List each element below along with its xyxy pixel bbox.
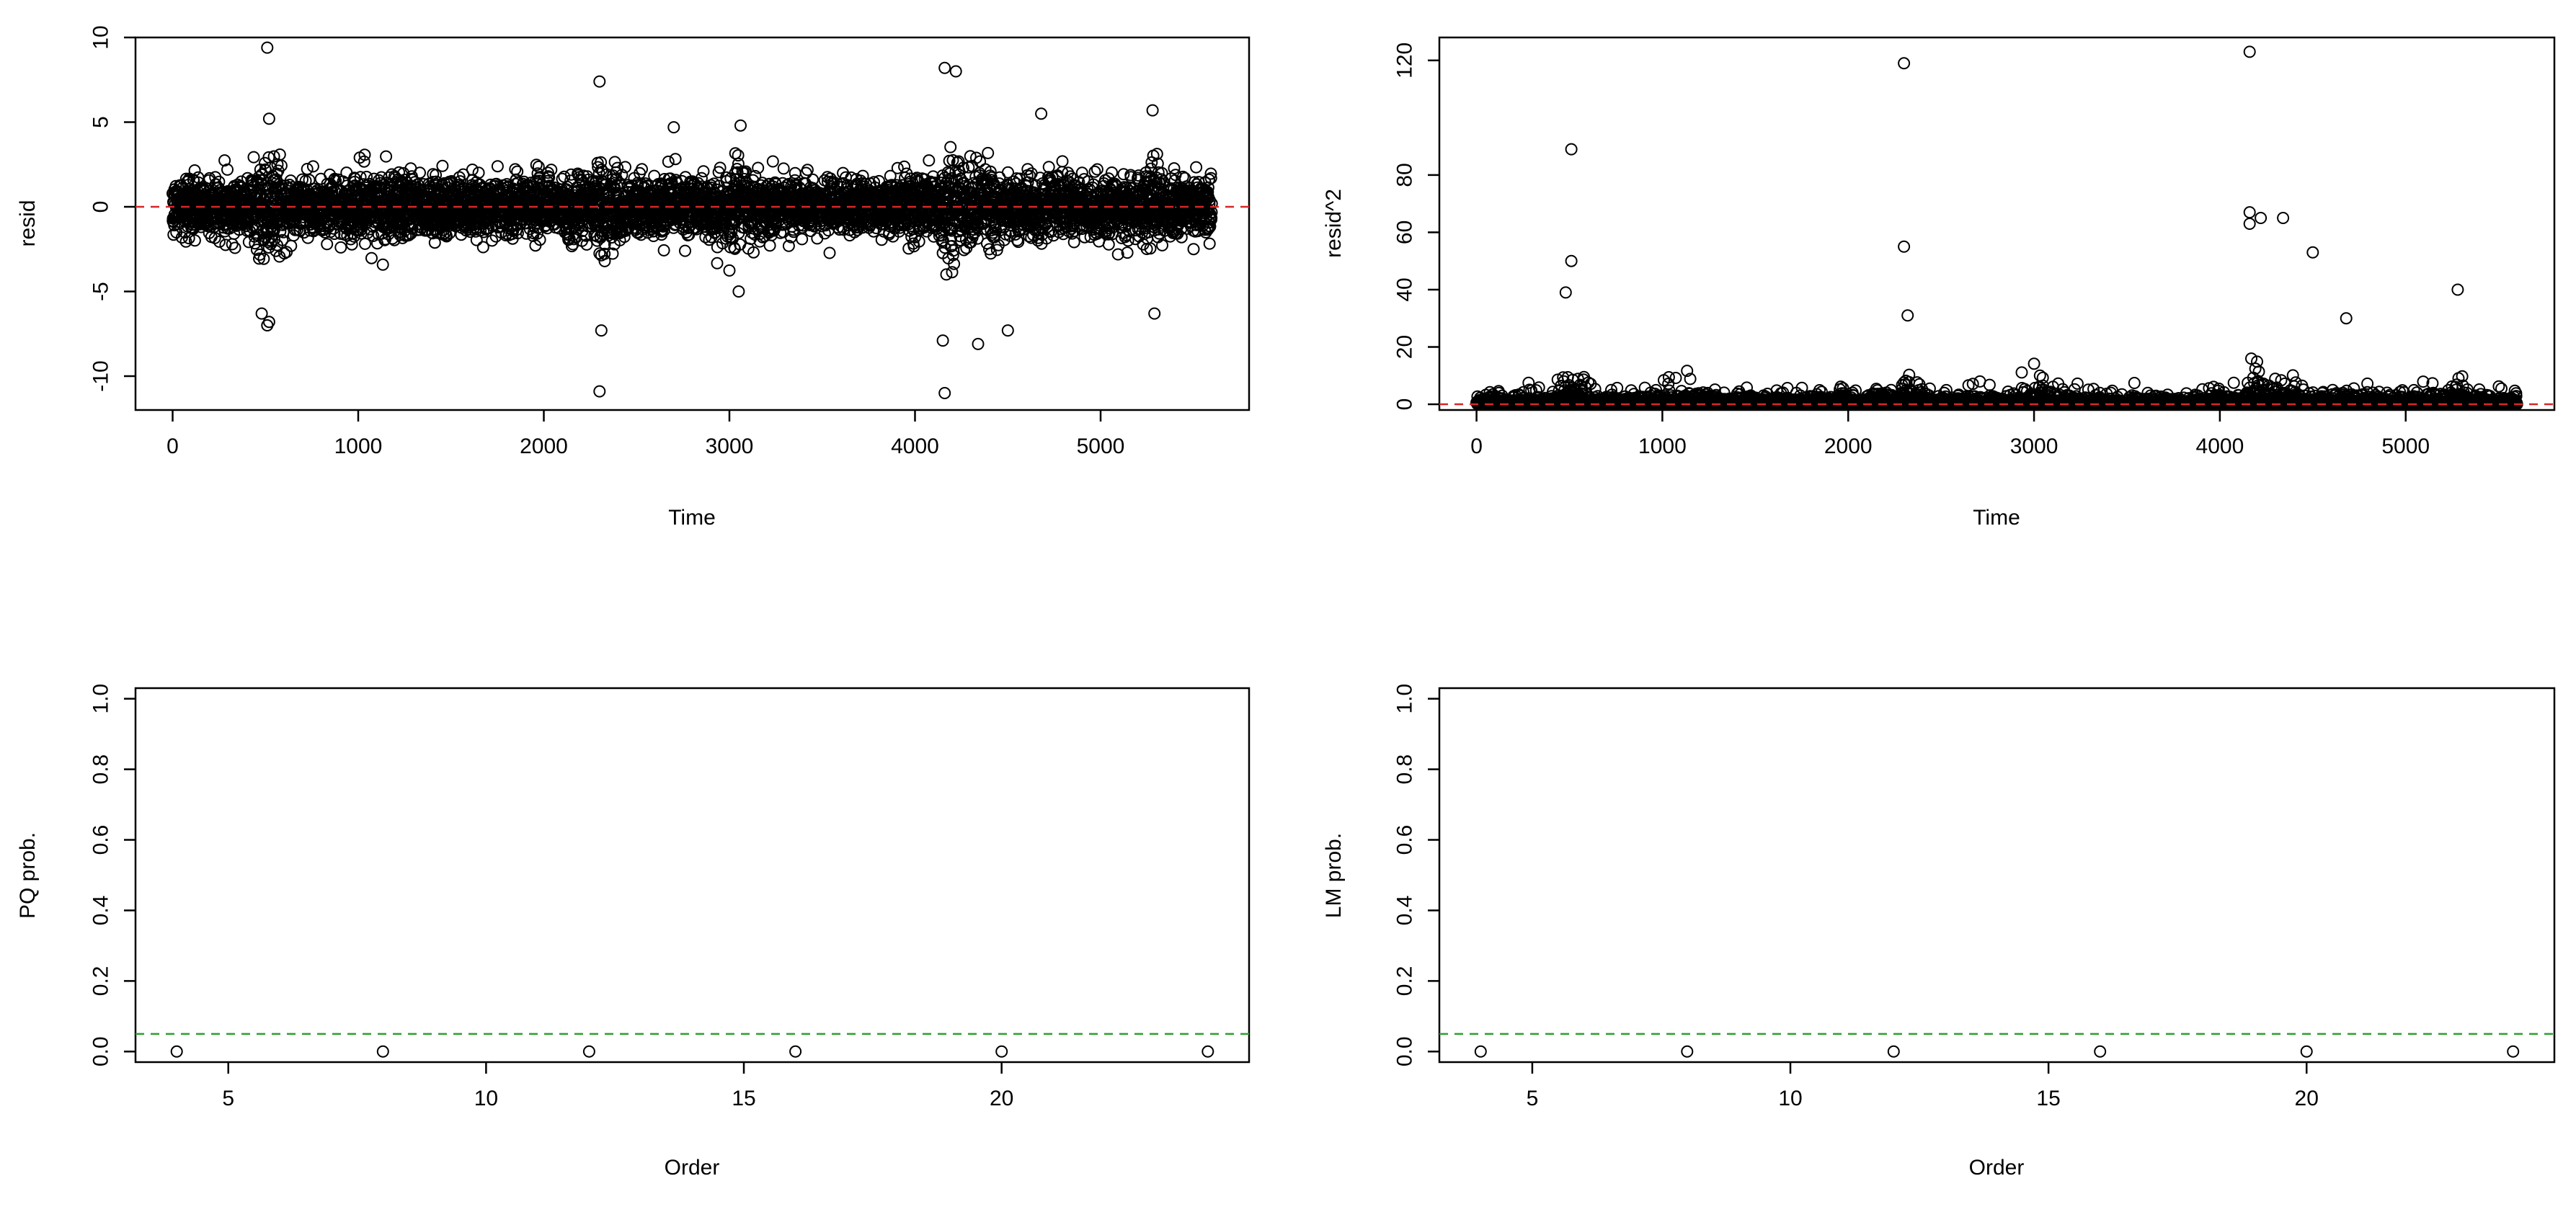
data-point — [278, 247, 290, 260]
data-point — [789, 166, 801, 179]
data-point — [545, 164, 558, 177]
data-point — [657, 244, 670, 257]
data-point — [273, 148, 286, 161]
plot-frame — [134, 36, 1251, 411]
data-point — [491, 160, 504, 173]
data-point — [766, 155, 779, 168]
data-point — [558, 170, 571, 183]
data-point — [466, 164, 479, 176]
data-point — [188, 164, 201, 177]
data-point — [711, 257, 724, 269]
data-point — [472, 166, 485, 179]
data-point — [898, 160, 911, 173]
data-point — [1056, 155, 1069, 168]
data-point — [697, 165, 710, 178]
data-point — [257, 252, 270, 265]
data-point — [306, 160, 319, 173]
data-point — [321, 238, 334, 251]
data-point — [636, 163, 648, 176]
data-point — [228, 241, 241, 254]
data-point — [280, 246, 293, 259]
data-point — [679, 244, 691, 257]
data-point — [944, 141, 957, 153]
data-point — [276, 233, 289, 246]
data-point — [267, 150, 280, 163]
data-point — [380, 150, 393, 163]
data-point — [188, 234, 201, 247]
data-point — [169, 179, 182, 192]
data-point — [247, 151, 260, 164]
data-point — [258, 179, 271, 192]
data-point — [334, 241, 347, 254]
data-point — [669, 153, 682, 166]
data-point — [179, 235, 192, 248]
data-point — [268, 233, 281, 246]
data-points — [166, 41, 1218, 399]
data-point — [777, 162, 790, 175]
data-point — [365, 251, 378, 264]
data-point — [811, 232, 824, 245]
data-point — [662, 155, 675, 168]
data-point — [1091, 163, 1103, 176]
data-point — [796, 233, 809, 246]
data-point — [723, 264, 736, 277]
data-point — [436, 159, 449, 172]
data-point — [284, 174, 297, 187]
data-point — [213, 235, 226, 248]
data-point — [982, 146, 995, 159]
data-point — [823, 246, 836, 259]
data-point — [1042, 161, 1055, 174]
data-point — [923, 154, 936, 167]
data-point — [221, 163, 234, 176]
data-point — [226, 238, 239, 251]
data-point — [376, 258, 389, 271]
data-point — [763, 239, 776, 252]
data-point — [254, 248, 266, 261]
data-point — [275, 159, 288, 172]
data-point — [1088, 165, 1101, 178]
data-point — [253, 252, 265, 265]
data-point — [167, 228, 180, 241]
